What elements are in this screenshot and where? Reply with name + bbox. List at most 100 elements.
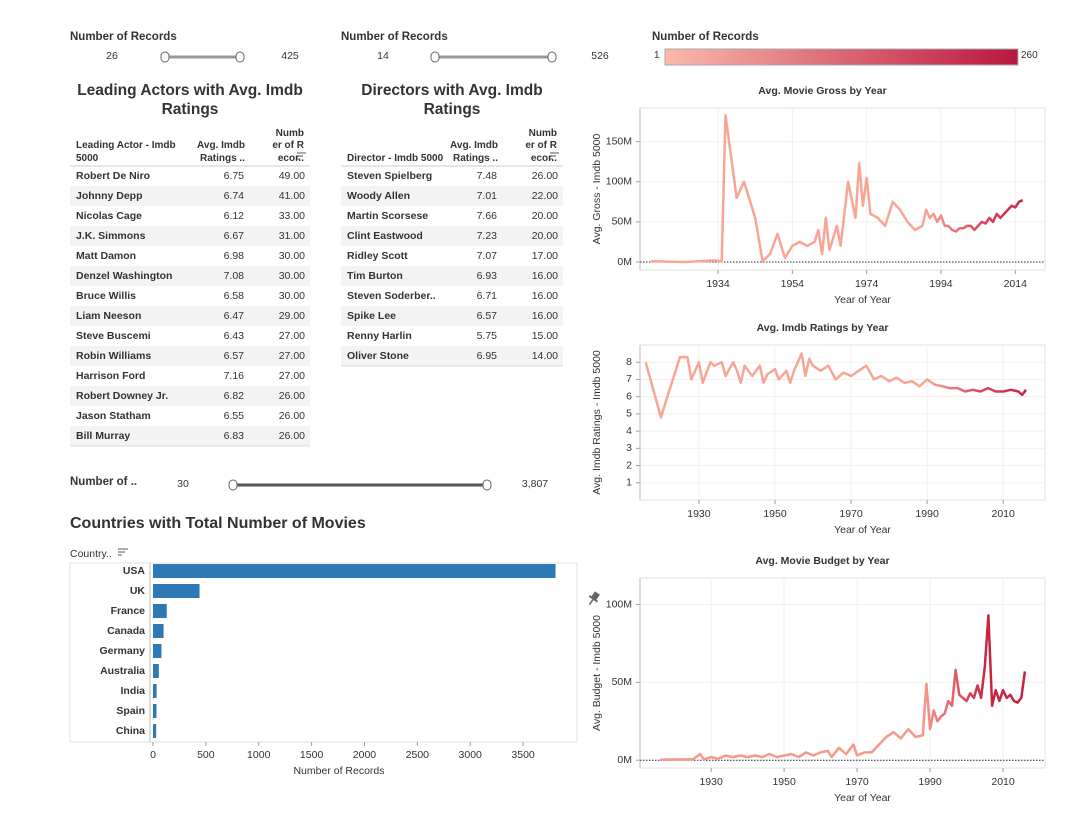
line-series bbox=[644, 352, 1028, 419]
cell: 31.00 bbox=[279, 230, 305, 242]
cell: Robert Downey Jr. bbox=[76, 390, 168, 402]
legend-min: 1 bbox=[654, 50, 660, 61]
sort-icon[interactable] bbox=[297, 152, 306, 160]
x-tick-label: 1950 bbox=[763, 508, 787, 520]
cell: 6.57 bbox=[477, 310, 498, 322]
cell: Harrison Ford bbox=[76, 370, 145, 382]
filter-max: 425 bbox=[281, 50, 299, 62]
bar bbox=[153, 664, 159, 678]
row-band bbox=[70, 346, 310, 366]
bar bbox=[153, 724, 157, 738]
filter-max: 3,807 bbox=[521, 478, 549, 490]
bar bbox=[153, 704, 157, 718]
x-tick-label: 2010 bbox=[991, 508, 1015, 520]
y-tick-label: 50M bbox=[612, 676, 632, 688]
slider-handle[interactable] bbox=[160, 51, 170, 63]
slider-handle[interactable] bbox=[430, 51, 440, 63]
cell: 6.12 bbox=[224, 210, 245, 222]
x-tick-label: 2500 bbox=[406, 749, 430, 761]
cell: 6.82 bbox=[224, 390, 245, 402]
y-tick-label: 150M bbox=[606, 135, 632, 147]
category-label: Canada bbox=[107, 625, 145, 637]
y-tick-label: 2 bbox=[626, 459, 632, 471]
y-tick-label: 100M bbox=[606, 598, 632, 610]
cell: 29.00 bbox=[279, 310, 305, 322]
row-band bbox=[70, 306, 310, 326]
x-axis-title: Year of Year bbox=[834, 792, 891, 804]
cell: 17.00 bbox=[532, 250, 558, 262]
category-label: Australia bbox=[100, 665, 145, 677]
line-series bbox=[651, 113, 1024, 264]
category-label: UK bbox=[130, 585, 146, 597]
cell: 16.00 bbox=[532, 310, 558, 322]
row-band bbox=[341, 346, 563, 366]
y-axis-title: Avg. Budget - Imdb 5000 bbox=[591, 615, 603, 731]
x-tick-label: 1974 bbox=[855, 278, 879, 290]
y-tick-label: 100M bbox=[606, 176, 632, 188]
cell: Renny Harlin bbox=[347, 330, 412, 342]
cell: 6.98 bbox=[224, 250, 245, 262]
y-axis-header: Country.. bbox=[70, 548, 112, 560]
slider-handle[interactable] bbox=[482, 479, 492, 491]
cell: Woody Allen bbox=[347, 190, 410, 202]
cell: Clint Eastwood bbox=[347, 230, 423, 242]
table-header: Director - Imdb 5000 bbox=[347, 152, 444, 164]
slider-handle[interactable] bbox=[547, 51, 557, 63]
chart-title: Countries with Total Number of Movies bbox=[70, 515, 366, 532]
y-axis-title: Avg. Imdb Ratings - Imdb 5000 bbox=[591, 350, 603, 495]
cell: Steve Buscemi bbox=[76, 330, 151, 342]
x-tick-label: 1990 bbox=[918, 776, 942, 788]
filter-label: Number of Records bbox=[70, 31, 177, 43]
category-label: China bbox=[116, 725, 145, 737]
legend-max: 260 bbox=[1021, 50, 1038, 61]
cell: 6.67 bbox=[224, 230, 245, 242]
cell: J.K. Simmons bbox=[76, 230, 146, 242]
category-label: USA bbox=[123, 565, 146, 577]
x-tick-label: 1970 bbox=[845, 776, 869, 788]
row-band bbox=[341, 186, 563, 206]
cell: 6.43 bbox=[224, 330, 245, 342]
cell: Spike Lee bbox=[347, 310, 396, 322]
cell: 14.00 bbox=[532, 350, 558, 362]
slider-handle[interactable] bbox=[235, 51, 245, 63]
sort-icon[interactable] bbox=[550, 152, 559, 160]
cell: 20.00 bbox=[532, 210, 558, 222]
cell: 5.75 bbox=[477, 330, 498, 342]
row-band bbox=[70, 186, 310, 206]
y-tick-label: 0M bbox=[617, 256, 632, 268]
cell: Steven Soderber.. bbox=[347, 290, 436, 302]
x-tick-label: 1994 bbox=[929, 278, 953, 290]
x-tick-label: 1970 bbox=[839, 508, 863, 520]
x-axis-title: Year of Year bbox=[834, 524, 891, 536]
x-tick-label: 3500 bbox=[511, 749, 535, 761]
y-tick-label: 4 bbox=[626, 425, 632, 437]
slider-handle[interactable] bbox=[228, 479, 238, 491]
pin-icon[interactable] bbox=[585, 590, 601, 607]
cell: 26.00 bbox=[279, 430, 305, 442]
y-tick-label: 3 bbox=[626, 442, 632, 454]
cell: 16.00 bbox=[532, 270, 558, 282]
cell: Tim Burton bbox=[347, 270, 403, 282]
x-tick-label: 2010 bbox=[991, 776, 1015, 788]
x-axis-title: Year of Year bbox=[834, 294, 891, 306]
cell: Oliver Stone bbox=[347, 350, 409, 362]
chart-title: Avg. Imdb Ratings by Year bbox=[757, 322, 889, 334]
x-tick-label: 1954 bbox=[781, 278, 805, 290]
cell: 41.00 bbox=[279, 190, 305, 202]
x-tick-label: 2014 bbox=[1004, 278, 1028, 290]
cell: Steven Spielberg bbox=[347, 170, 432, 182]
table-title: Leading Actors with Avg. Imdb Ratings bbox=[77, 82, 303, 118]
legend-title: Number of Records bbox=[652, 31, 759, 43]
bar bbox=[153, 624, 164, 638]
cell: 27.00 bbox=[279, 370, 305, 382]
category-label: Germany bbox=[99, 645, 145, 657]
x-tick-label: 3000 bbox=[459, 749, 483, 761]
sort-icon[interactable] bbox=[118, 548, 128, 556]
cell: 7.66 bbox=[477, 210, 498, 222]
cell: Matt Damon bbox=[76, 250, 136, 262]
cell: Robin Williams bbox=[76, 350, 151, 362]
row-band bbox=[341, 266, 563, 286]
cell: Robert De Niro bbox=[76, 170, 150, 182]
plot-frame bbox=[69, 562, 578, 743]
